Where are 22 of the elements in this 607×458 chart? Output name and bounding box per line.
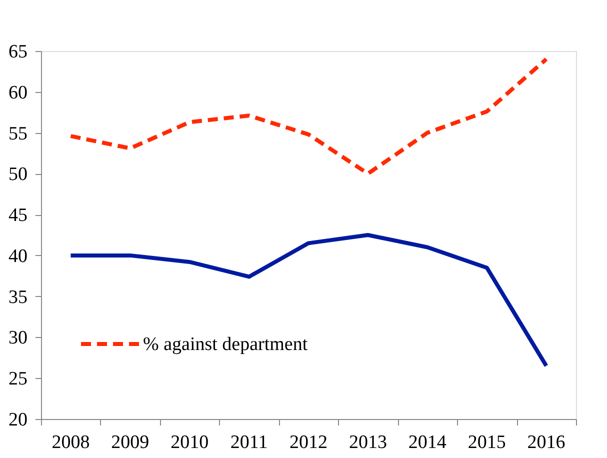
- x-tick-label: 2009: [111, 432, 150, 453]
- y-tick-label: 55: [8, 123, 28, 144]
- y-tick-label: 35: [8, 286, 28, 308]
- x-tick-label: 2012: [290, 432, 328, 453]
- x-tick-label: 2011: [230, 432, 268, 453]
- y-tick-label: 30: [8, 328, 28, 349]
- y-tick-label: 50: [8, 164, 28, 186]
- x-tick-label: 2015: [468, 432, 506, 453]
- y-tick-label: 45: [8, 205, 28, 226]
- y-tick-label: 60: [8, 82, 28, 104]
- y-tick-label: 40: [8, 246, 28, 267]
- x-tick-label: 2010: [170, 432, 209, 453]
- x-tick-label: 2014: [408, 432, 447, 453]
- line-series: [68, 233, 548, 368]
- y-tick-label: 65: [8, 42, 28, 62]
- y-tick-label: 25: [8, 368, 28, 390]
- x-tick-label: 2013: [348, 432, 387, 453]
- x-tick-label: 2008: [52, 432, 90, 453]
- line-series: [68, 57, 548, 176]
- legend-label: % against department: [143, 334, 308, 355]
- x-tick-label: 2016: [527, 432, 566, 453]
- y-tick-label: 20: [8, 410, 28, 430]
